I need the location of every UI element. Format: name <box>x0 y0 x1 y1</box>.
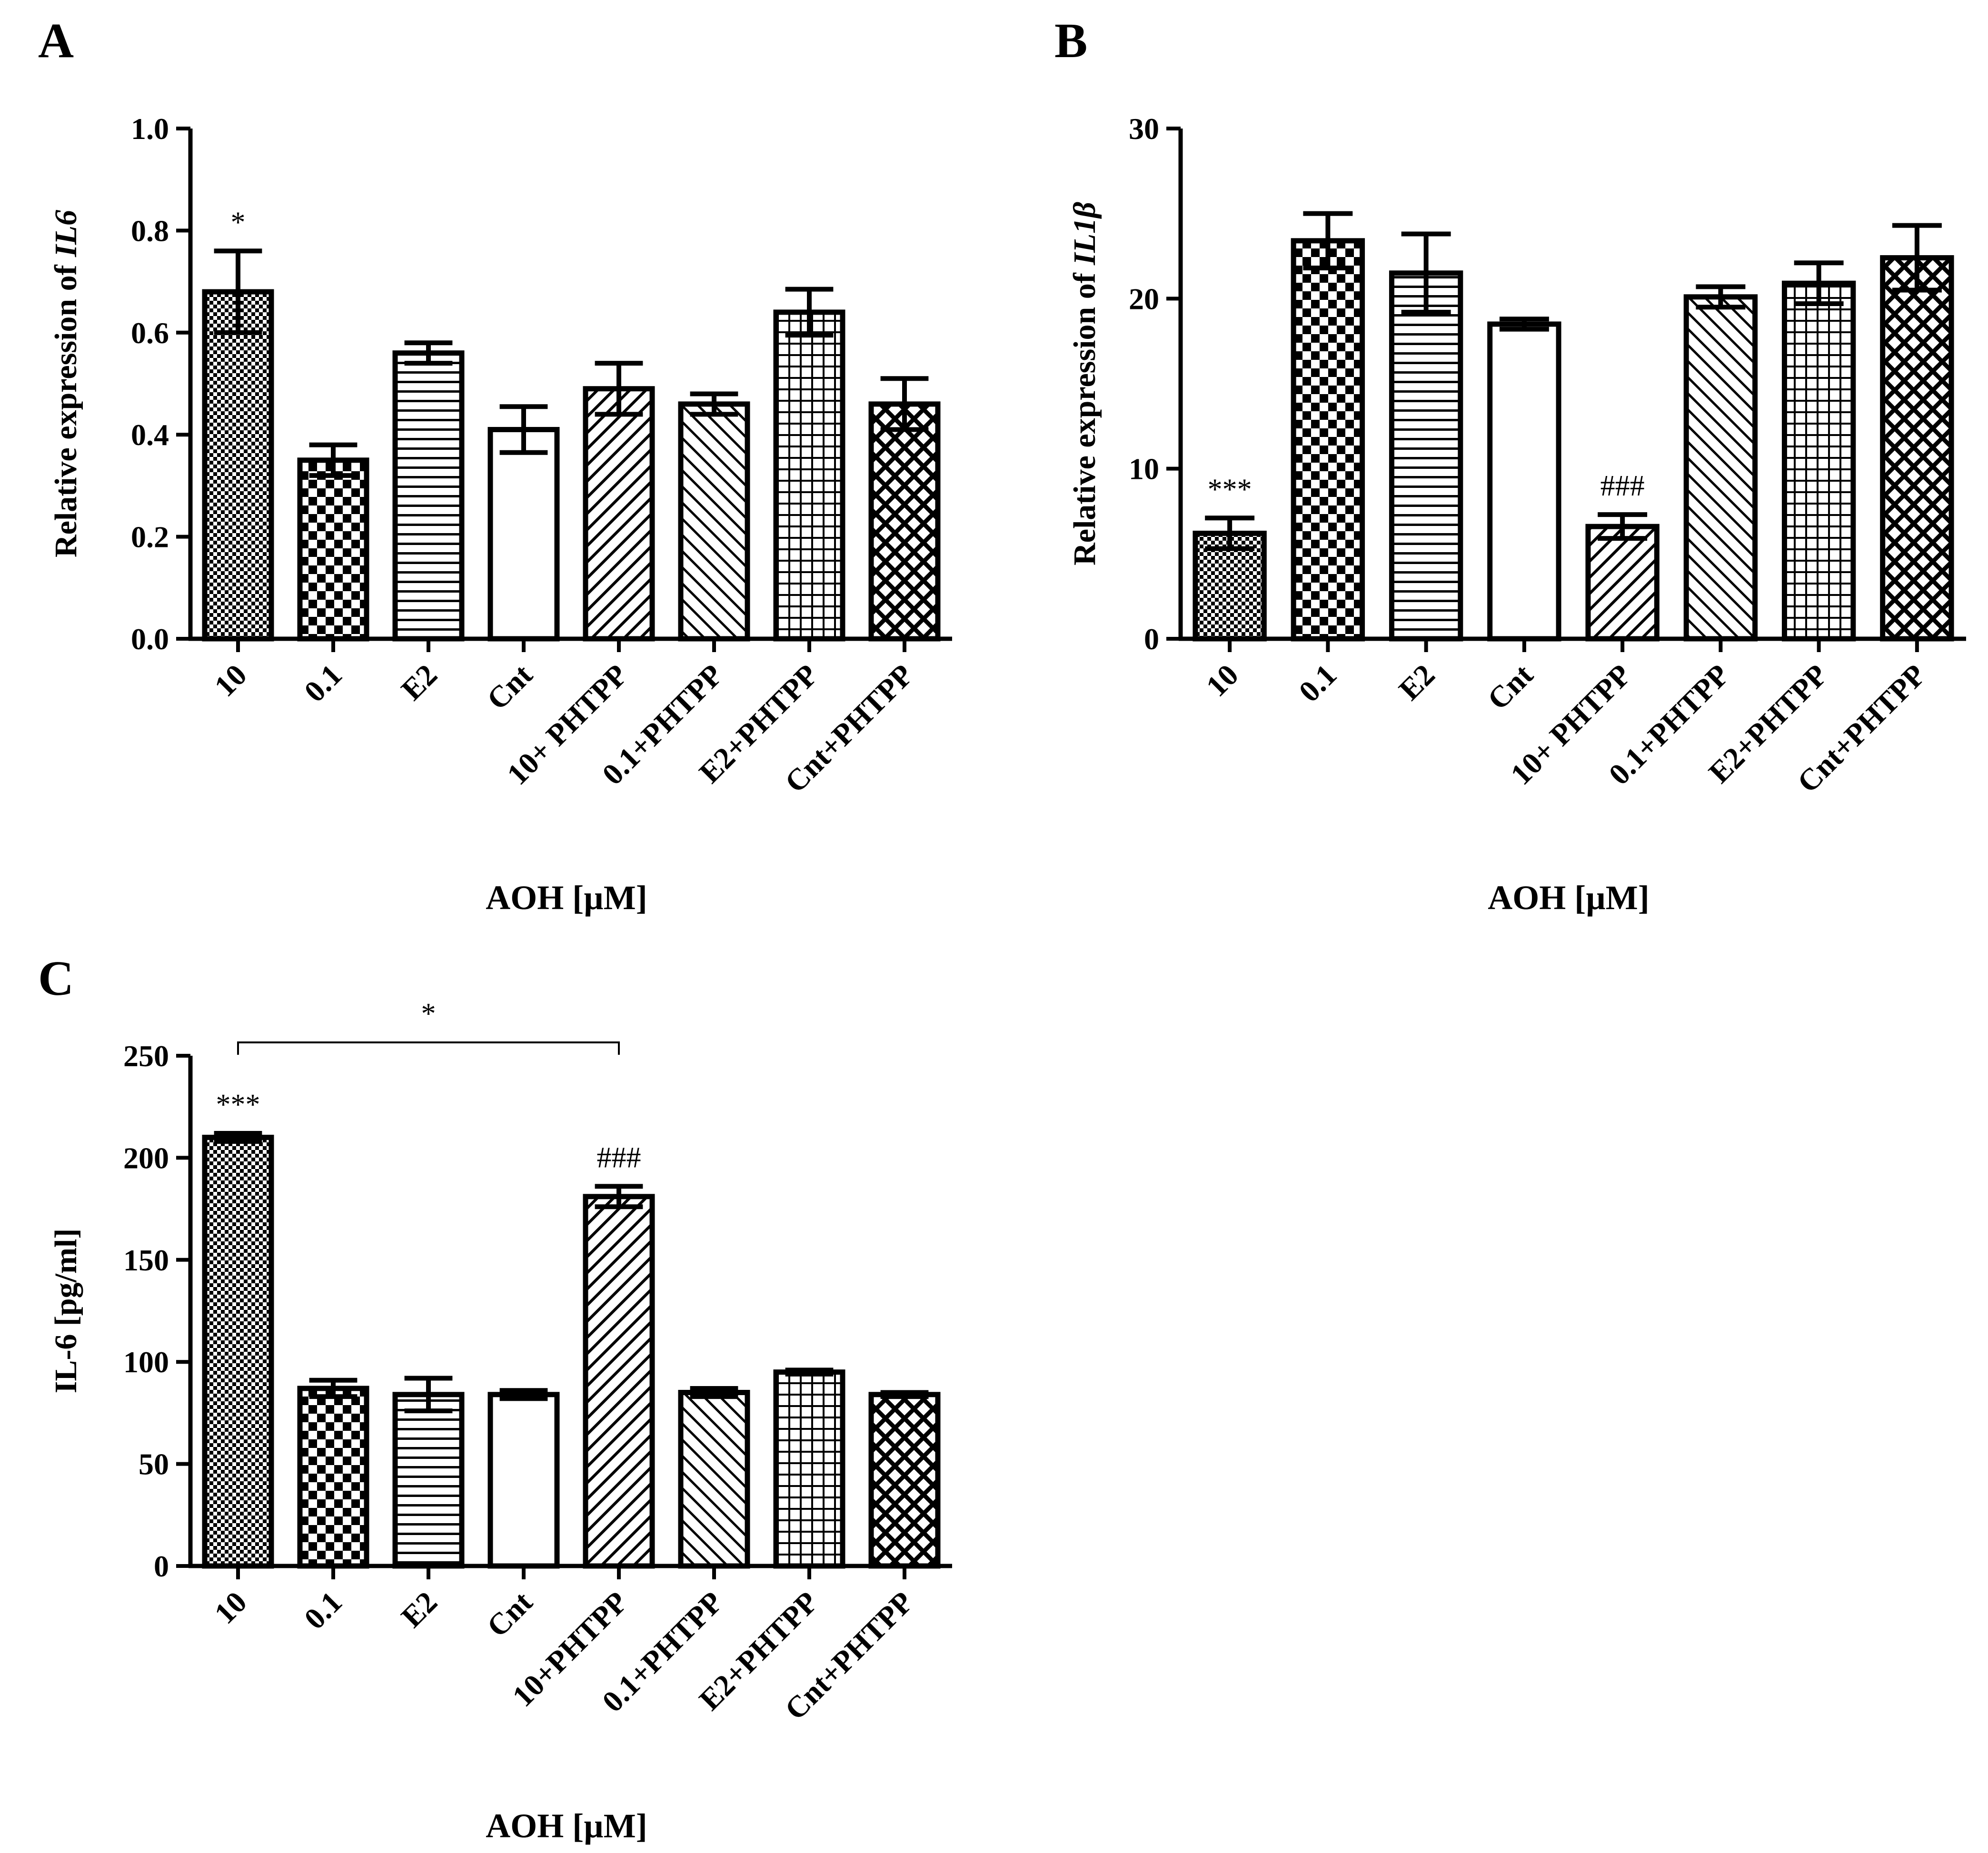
bar <box>1880 255 1954 642</box>
bar <box>202 289 274 642</box>
y-tick-label: 1.0 <box>131 112 169 146</box>
y-tick-label: 0.4 <box>131 418 169 452</box>
y-tick-label: 0.8 <box>131 214 169 248</box>
x-tick-label: Cnt <box>480 657 539 716</box>
y-axis-label-gene: IL1β <box>1067 202 1102 273</box>
bar <box>678 401 750 642</box>
bar <box>868 401 941 642</box>
bar <box>773 309 845 642</box>
x-tick-label: 10 <box>1200 658 1245 703</box>
significance-label: *** <box>1208 473 1252 505</box>
y-tick-label: 0 <box>154 1549 169 1583</box>
bar <box>297 457 369 642</box>
y-tick-label: 0.0 <box>131 622 169 656</box>
bracket-label: * <box>421 998 436 1030</box>
y-axis-label-text: IL-6 [pg/ml] <box>49 1229 83 1394</box>
y-tick-label: 250 <box>123 1039 169 1073</box>
panel-label: A <box>38 13 74 68</box>
significance-label: *** <box>216 1089 260 1121</box>
x-tick-label: 0.1 <box>1292 658 1343 709</box>
x-axis-label: AOH [µM] <box>486 1807 647 1845</box>
x-tick-label: Cnt <box>480 1585 539 1644</box>
y-tick-label: 50 <box>139 1447 169 1481</box>
bar <box>1291 238 1365 642</box>
bar <box>487 1392 560 1569</box>
significance-label: * <box>231 206 246 238</box>
x-axis-label: AOH [µM] <box>486 879 647 917</box>
bar <box>678 1390 750 1569</box>
significance-label: ### <box>1600 470 1645 502</box>
x-tick-label: E2 <box>395 658 444 707</box>
chart-panel-c: C10 0.1 E2 Cnt10+PHTPP0.1+PHTPPE2+PHTPPCnt+… <box>38 951 952 1845</box>
bar <box>487 426 560 642</box>
bar <box>1781 280 1856 642</box>
x-axis-label: AOH [µM] <box>1488 879 1649 917</box>
bar <box>202 1135 274 1569</box>
y-axis-label-text: Relative expression of <box>49 264 83 557</box>
x-tick-label: Cnt <box>1481 657 1540 716</box>
y-axis-label: IL-6 [pg/ml] <box>49 1229 83 1394</box>
x-tick-label: 0.1 <box>298 658 348 709</box>
y-axis-label: Relative expression of IL1β <box>1067 202 1102 565</box>
x-tick-label: 10 <box>208 1585 253 1630</box>
x-tick-label: E2 <box>1392 658 1441 707</box>
y-tick-label: 20 <box>1129 282 1159 316</box>
bar <box>1487 321 1561 642</box>
y-axis-label-gene: IL6 <box>49 210 83 265</box>
y-tick-label: 0 <box>1144 622 1159 656</box>
bar <box>583 1194 655 1569</box>
bar <box>392 1392 465 1569</box>
bar <box>773 1369 845 1569</box>
panel-label: B <box>1054 13 1087 68</box>
significance-bracket <box>237 1041 620 1055</box>
bar <box>297 1386 369 1569</box>
x-tick-label: E2 <box>395 1585 444 1634</box>
y-tick-label: 30 <box>1129 112 1159 146</box>
y-tick-label: 10 <box>1129 452 1159 486</box>
y-tick-label: 200 <box>123 1141 169 1175</box>
bar <box>392 350 465 642</box>
bar <box>583 386 655 642</box>
y-tick-label: 150 <box>123 1243 169 1277</box>
significance-label: ### <box>597 1141 641 1174</box>
y-axis-label: Relative expression of IL6 <box>49 210 83 557</box>
y-tick-label: 0.6 <box>131 316 169 350</box>
x-tick-label: 10 <box>208 658 253 703</box>
bar <box>1389 270 1463 642</box>
y-tick-label: 100 <box>123 1345 169 1379</box>
y-tick-label: 0.2 <box>131 520 169 554</box>
panel-label: C <box>38 951 74 1006</box>
bar <box>1683 294 1758 642</box>
bar <box>868 1392 941 1569</box>
x-tick-label: 0.1 <box>298 1585 348 1636</box>
y-axis-label-text: Relative expression of <box>1067 272 1102 565</box>
bar <box>1585 524 1660 642</box>
